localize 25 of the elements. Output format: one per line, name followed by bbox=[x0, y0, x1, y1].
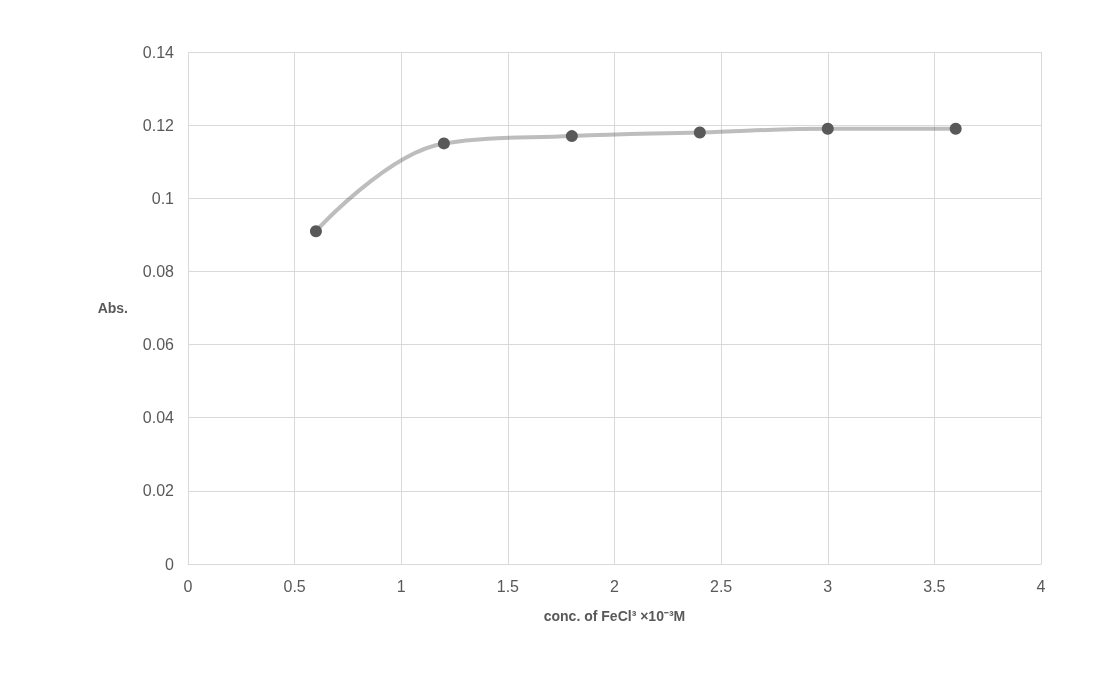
y-axis-title: Abs. bbox=[97, 300, 128, 316]
x-tick-label: 3 bbox=[823, 577, 833, 595]
y-tick-label: 0.04 bbox=[142, 409, 175, 427]
y-tick-label: 0.12 bbox=[142, 116, 175, 134]
point bbox=[693, 126, 706, 139]
x-tick-label: 1 bbox=[396, 577, 406, 595]
x-tick-label: 3.5 bbox=[923, 577, 946, 595]
point bbox=[437, 137, 450, 150]
point bbox=[565, 130, 578, 143]
point bbox=[821, 122, 834, 135]
y-tick-label: 0 bbox=[165, 555, 175, 573]
x-tick-label: 2.5 bbox=[710, 577, 733, 595]
x-tick-label: 2 bbox=[610, 577, 620, 595]
x-tick-label: 0 bbox=[183, 577, 193, 595]
y-tick-label: 0.14 bbox=[142, 43, 175, 61]
y-tick-label: 0.08 bbox=[142, 262, 175, 280]
y-tick-label: 0.06 bbox=[142, 336, 175, 354]
point bbox=[949, 122, 962, 135]
point bbox=[309, 225, 322, 238]
x-tick-label: 4 bbox=[1036, 577, 1046, 595]
x-axis-title: conc. of FeCl³ ×10⁻³M bbox=[543, 608, 686, 624]
y-tick-label: 0.02 bbox=[142, 482, 175, 500]
x-tick-label: 0.5 bbox=[283, 577, 306, 595]
x-tick-label: 1.5 bbox=[496, 577, 520, 595]
y-tick-label: 0.1 bbox=[151, 189, 175, 207]
